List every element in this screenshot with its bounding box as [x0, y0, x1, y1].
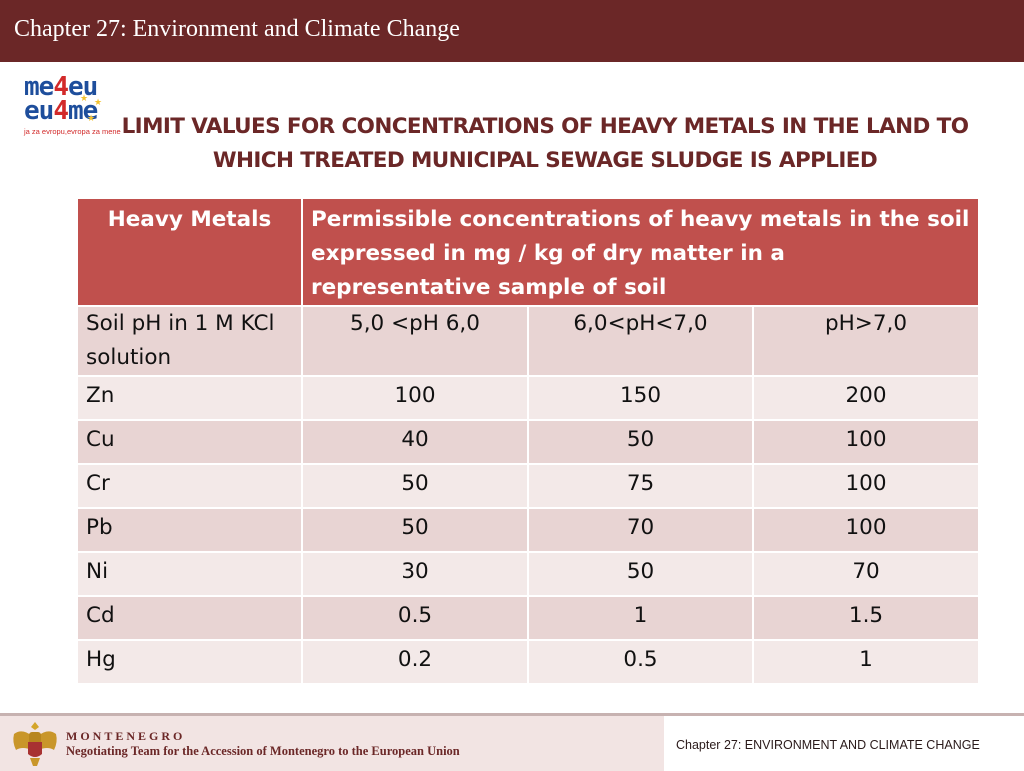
value-cell: 150	[527, 375, 754, 421]
table-header-row: Heavy Metals Permissible concentrations …	[76, 197, 981, 307]
header-bar: Chapter 27: Environment and Climate Chan…	[0, 0, 1024, 62]
metal-name: Cd	[76, 595, 303, 641]
table-row: Cr 50 75 100	[76, 463, 981, 509]
logo-tagline: ja za evropu,evropa za mene	[24, 127, 121, 136]
value-cell: 1	[527, 595, 754, 641]
table-row: Hg 0.2 0.5 1	[76, 639, 981, 685]
value-cell: 0.2	[301, 639, 529, 685]
logo-line-2: eu4me	[24, 96, 98, 126]
value-cell: 70	[751, 551, 981, 597]
value-cell: 100	[301, 375, 529, 421]
star-icon: ★	[80, 93, 89, 103]
logo-text: 4	[53, 72, 69, 102]
footer-chapter: Chapter 27: ENVIRONMENT AND CLIMATE CHAN…	[676, 738, 980, 752]
metal-name: Cr	[76, 463, 303, 509]
table-row: Ni 30 50 70	[76, 551, 981, 597]
value-cell: 50	[527, 551, 754, 597]
value-cell: 1	[751, 639, 981, 685]
ph-row: Soil pH in 1 M KCl solution 5,0 <pH 6,0 …	[76, 305, 981, 377]
value-cell: 0.5	[527, 639, 754, 685]
coat-of-arms-icon	[13, 722, 57, 766]
ph-range-3: pH>7,0	[751, 305, 981, 377]
value-cell: 30	[301, 551, 529, 597]
metal-name: Zn	[76, 375, 303, 421]
value-cell: 200	[751, 375, 981, 421]
value-cell: 50	[301, 463, 529, 509]
chapter-title: Chapter 27: Environment and Climate Chan…	[14, 16, 460, 42]
value-cell: 100	[751, 419, 981, 465]
footer-team: Negotiating Team for the Accession of Mo…	[66, 744, 460, 758]
logo-text: eu	[67, 72, 98, 102]
logo-text: me	[67, 96, 98, 126]
metal-name: Ni	[76, 551, 303, 597]
value-cell: 50	[527, 419, 754, 465]
value-cell: 75	[527, 463, 754, 509]
value-cell: 40	[301, 419, 529, 465]
table-row: Cd 0.5 1 1.5	[76, 595, 981, 641]
slide-title: LIMIT VALUES FOR CONCENTRATIONS OF HEAVY…	[121, 114, 969, 173]
footer-country: MONTENEGRO	[66, 729, 186, 743]
metal-name: Pb	[76, 507, 303, 553]
logo-text: 4	[53, 96, 69, 126]
value-cell: 100	[751, 507, 981, 553]
ph-label: Soil pH in 1 M KCl solution	[76, 305, 303, 377]
logo-text: me	[24, 72, 54, 102]
value-cell: 70	[527, 507, 754, 553]
ph-range-1: 5,0 <pH 6,0	[301, 305, 529, 377]
star-icon: ★	[94, 97, 103, 107]
footer: MONTENEGRO Negotiating Team for the Acce…	[0, 713, 1024, 771]
value-cell: 100	[751, 463, 981, 509]
table-row: Pb 50 70 100	[76, 507, 981, 553]
logo-text: eu	[24, 96, 54, 126]
value-cell: 50	[301, 507, 529, 553]
table-row: Cu 40 50 100	[76, 419, 981, 465]
table-row: Zn 100 150 200	[76, 375, 981, 421]
column-header-permissible-concentrations: Permissible concentrations of heavy meta…	[300, 197, 981, 307]
metal-name: Cu	[76, 419, 303, 465]
value-cell: 1.5	[751, 595, 981, 641]
star-icon: ★	[87, 113, 96, 123]
column-header-heavy-metals: Heavy Metals	[76, 197, 303, 307]
logo-line-1: me4eu	[24, 72, 98, 102]
me4eu-logo: me4eu eu4me ★ ★ ★ ja za evropu,evropa za…	[24, 74, 148, 140]
value-cell: 0.5	[301, 595, 529, 641]
metal-name: Hg	[76, 639, 303, 685]
heavy-metals-table: Heavy Metals Permissible concentrations …	[76, 197, 981, 685]
ph-range-2: 6,0<pH<7,0	[527, 305, 754, 377]
footer-right-panel	[664, 716, 1024, 771]
